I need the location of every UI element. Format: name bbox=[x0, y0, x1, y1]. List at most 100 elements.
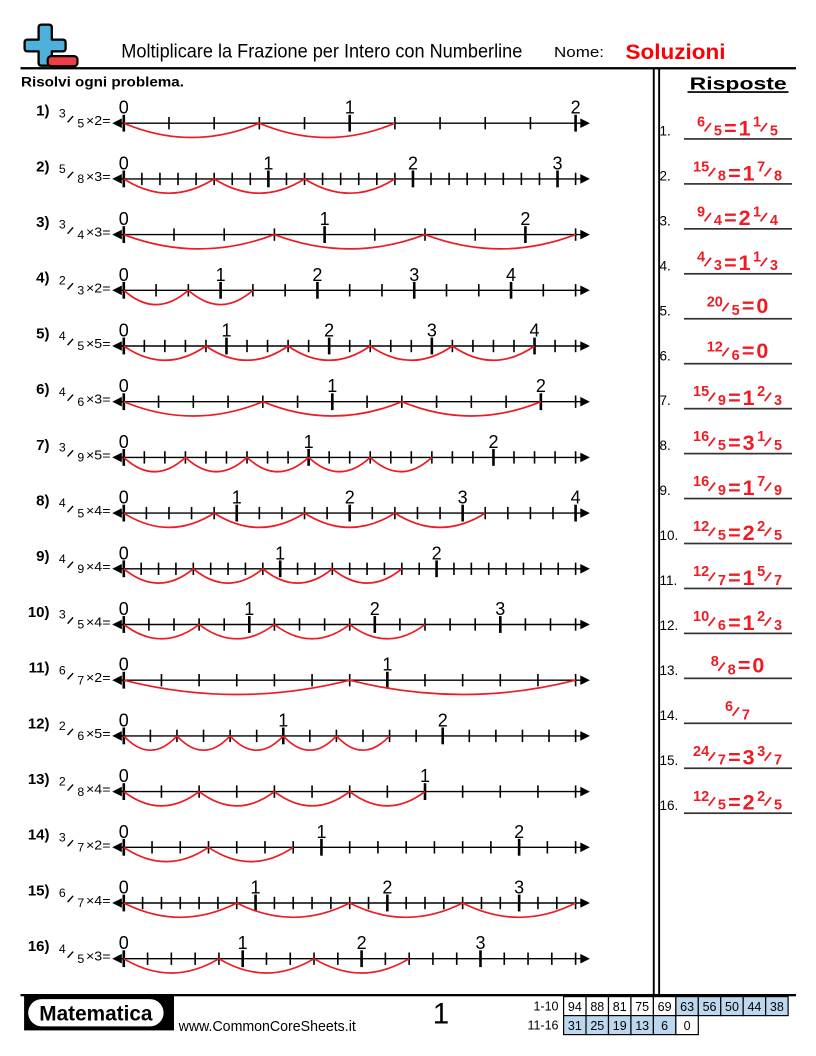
svg-text:×5=: ×5= bbox=[86, 726, 111, 741]
svg-text:4: 4 bbox=[530, 321, 540, 341]
svg-text:12: 12 bbox=[693, 564, 709, 580]
svg-text:3: 3 bbox=[774, 393, 782, 409]
svg-text:0: 0 bbox=[119, 209, 129, 229]
svg-text:0: 0 bbox=[119, 878, 129, 898]
svg-text:×5=: ×5= bbox=[86, 447, 111, 462]
svg-text:15.: 15. bbox=[660, 753, 679, 768]
svg-text:0: 0 bbox=[119, 766, 129, 786]
svg-text:2: 2 bbox=[59, 273, 66, 287]
svg-text:15): 15) bbox=[28, 882, 50, 899]
svg-text:1: 1 bbox=[278, 710, 288, 730]
svg-text:×4=: ×4= bbox=[86, 782, 111, 797]
svg-text:3: 3 bbox=[458, 488, 468, 508]
svg-text:12: 12 bbox=[693, 519, 709, 535]
svg-text:×3=: ×3= bbox=[86, 169, 111, 184]
svg-text:3: 3 bbox=[770, 258, 778, 274]
svg-text:81: 81 bbox=[613, 1000, 627, 1014]
svg-text:63: 63 bbox=[680, 1000, 694, 1014]
svg-text:50: 50 bbox=[725, 1000, 739, 1014]
svg-text:1: 1 bbox=[304, 432, 314, 452]
svg-text:1: 1 bbox=[743, 611, 755, 635]
svg-text:38: 38 bbox=[770, 1000, 784, 1014]
svg-text:5: 5 bbox=[718, 528, 726, 544]
svg-text:1: 1 bbox=[739, 251, 751, 275]
svg-text:1: 1 bbox=[382, 655, 392, 675]
svg-text:5: 5 bbox=[757, 564, 765, 580]
svg-text:31: 31 bbox=[568, 1019, 582, 1033]
svg-text:0: 0 bbox=[119, 265, 129, 285]
svg-text:8: 8 bbox=[77, 172, 84, 186]
svg-text:3: 3 bbox=[59, 441, 66, 455]
svg-text:=: = bbox=[728, 476, 741, 500]
svg-text:9: 9 bbox=[77, 451, 84, 465]
svg-text:1: 1 bbox=[316, 822, 326, 842]
svg-text:2: 2 bbox=[357, 933, 367, 953]
svg-text:2: 2 bbox=[514, 822, 524, 842]
svg-text:1-10: 1-10 bbox=[533, 1000, 558, 1014]
svg-text:www.CommonCoreSheets.it: www.CommonCoreSheets.it bbox=[178, 1018, 357, 1035]
svg-text:=: = bbox=[724, 251, 737, 275]
svg-text:×4=: ×4= bbox=[86, 615, 111, 630]
svg-text:24: 24 bbox=[693, 744, 709, 760]
svg-text:×4=: ×4= bbox=[86, 559, 111, 574]
svg-text:1: 1 bbox=[238, 933, 248, 953]
svg-text:8: 8 bbox=[711, 654, 719, 670]
svg-text:1: 1 bbox=[221, 321, 231, 341]
svg-text:6: 6 bbox=[59, 886, 66, 900]
svg-text:=: = bbox=[742, 339, 755, 363]
svg-text:1: 1 bbox=[345, 98, 355, 118]
svg-text:1: 1 bbox=[251, 878, 261, 898]
svg-text:2: 2 bbox=[324, 321, 334, 341]
svg-text:0: 0 bbox=[684, 1019, 691, 1033]
svg-text:Soluzioni: Soluzioni bbox=[626, 40, 726, 64]
svg-text:3: 3 bbox=[495, 599, 505, 619]
svg-text:16: 16 bbox=[693, 474, 709, 490]
svg-text:1: 1 bbox=[244, 599, 254, 619]
svg-text:=: = bbox=[724, 116, 737, 140]
svg-text:15: 15 bbox=[693, 159, 709, 175]
svg-text:11-16: 11-16 bbox=[527, 1019, 558, 1033]
svg-text:5: 5 bbox=[59, 162, 66, 176]
svg-text:10: 10 bbox=[693, 609, 709, 625]
svg-text:×3=: ×3= bbox=[86, 392, 111, 407]
svg-text:5: 5 bbox=[718, 798, 726, 814]
svg-text:3: 3 bbox=[59, 608, 66, 622]
svg-text:4: 4 bbox=[59, 942, 66, 956]
svg-text:6): 6) bbox=[36, 381, 49, 398]
svg-text:11.: 11. bbox=[660, 573, 678, 588]
svg-text:2.: 2. bbox=[660, 168, 671, 183]
svg-text:13: 13 bbox=[635, 1019, 649, 1033]
svg-text:0: 0 bbox=[752, 654, 764, 678]
svg-text:=: = bbox=[728, 521, 741, 545]
svg-text:3: 3 bbox=[59, 106, 66, 120]
svg-text:×3=: ×3= bbox=[86, 949, 111, 964]
svg-text:9: 9 bbox=[697, 204, 705, 220]
svg-text:15: 15 bbox=[693, 384, 709, 400]
svg-text:6: 6 bbox=[59, 663, 66, 677]
svg-text:=: = bbox=[738, 654, 751, 678]
svg-text:5: 5 bbox=[774, 798, 782, 814]
svg-text:0: 0 bbox=[756, 339, 768, 363]
svg-text:20: 20 bbox=[707, 294, 723, 310]
svg-text:0: 0 bbox=[119, 98, 129, 118]
svg-text:=: = bbox=[742, 294, 755, 318]
svg-text:3: 3 bbox=[59, 218, 66, 232]
svg-text:13.: 13. bbox=[660, 663, 679, 678]
svg-text:3: 3 bbox=[774, 618, 782, 634]
svg-text:Nome:: Nome: bbox=[554, 44, 604, 61]
svg-text:2: 2 bbox=[571, 98, 581, 118]
svg-text:14.: 14. bbox=[660, 708, 679, 723]
svg-text:0: 0 bbox=[119, 153, 129, 173]
svg-text:4.: 4. bbox=[660, 258, 671, 273]
svg-text:0: 0 bbox=[119, 543, 129, 563]
svg-text:1: 1 bbox=[263, 153, 273, 173]
svg-text:6: 6 bbox=[697, 115, 705, 131]
svg-text:×3=: ×3= bbox=[86, 225, 111, 240]
svg-text:Risposte: Risposte bbox=[690, 73, 787, 93]
svg-text:5: 5 bbox=[77, 506, 84, 520]
svg-text:2: 2 bbox=[743, 521, 755, 545]
svg-text:4: 4 bbox=[506, 265, 516, 285]
svg-text:0: 0 bbox=[119, 432, 129, 452]
svg-text:7: 7 bbox=[77, 673, 84, 687]
svg-text:1: 1 bbox=[739, 116, 751, 140]
